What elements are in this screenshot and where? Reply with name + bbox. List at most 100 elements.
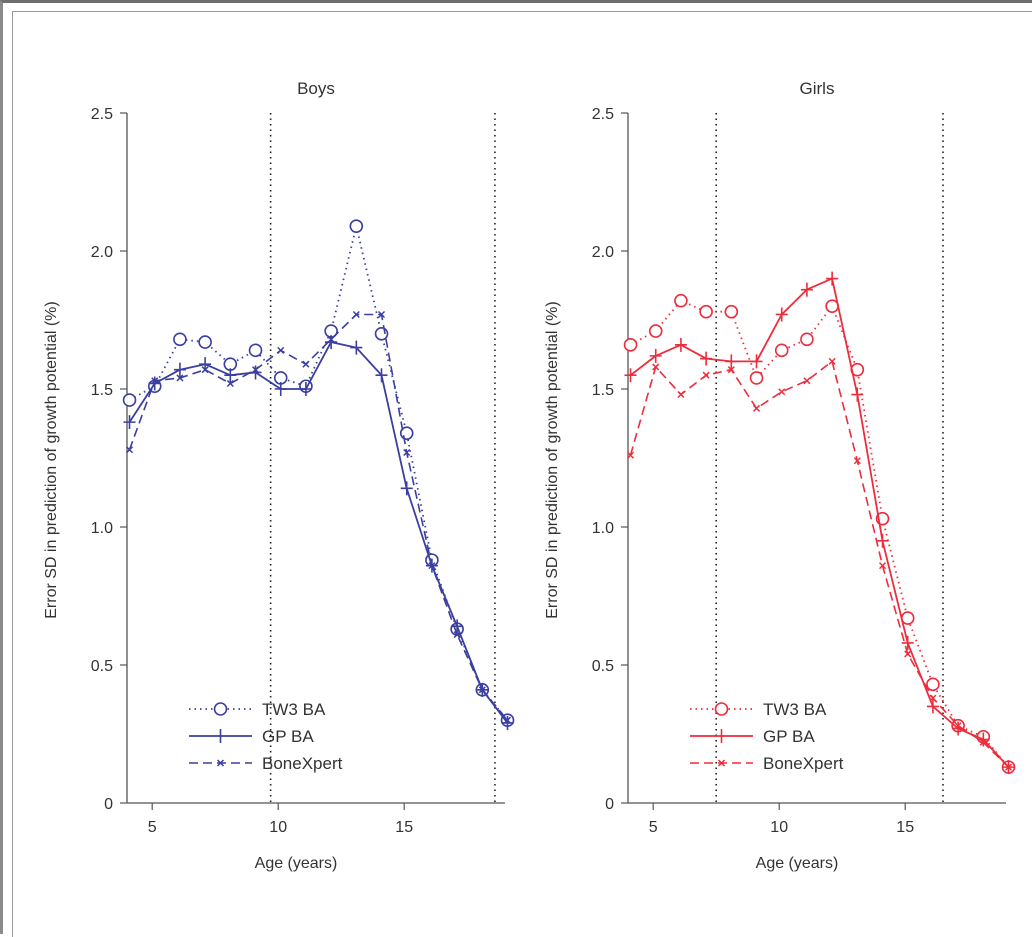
chart-panel-girls: Girls 0 0.5 1.0 1.5 2.0 2.5 5 10 15 Age (years) Err… bbox=[544, 79, 1016, 872]
data-point-x bbox=[727, 366, 735, 374]
data-point-x bbox=[403, 448, 411, 457]
series-line-gp-ba bbox=[128, 341, 509, 724]
data-point-plus bbox=[649, 348, 662, 363]
data-point-x bbox=[377, 310, 386, 319]
data-point-plus bbox=[750, 354, 763, 369]
data-point-circle bbox=[173, 332, 187, 347]
series-line-tw3-ba bbox=[630, 299, 1010, 768]
data-point-x bbox=[652, 363, 660, 371]
data-point-x bbox=[853, 457, 861, 465]
data-point-circle bbox=[349, 219, 364, 233]
legend-marker-circle bbox=[213, 702, 228, 716]
legend-marker-x bbox=[216, 759, 225, 767]
data-point-x bbox=[1004, 763, 1013, 771]
chart-title: Girls bbox=[800, 79, 835, 98]
y-tick-label: 2.0 bbox=[91, 244, 113, 261]
data-point-circle bbox=[623, 338, 638, 352]
legend-label: TW3 BA bbox=[262, 700, 326, 719]
legend-marker-circle bbox=[714, 702, 729, 716]
data-point-circle bbox=[926, 677, 940, 692]
data-point-plus bbox=[674, 337, 687, 352]
data-point-plus bbox=[274, 382, 287, 396]
y-tick-label: 0.5 bbox=[91, 658, 113, 675]
data-point-circle bbox=[648, 324, 663, 338]
data-point-circle bbox=[749, 371, 764, 385]
data-point-plus bbox=[876, 533, 889, 548]
data-point-circle bbox=[674, 293, 688, 308]
data-point-x bbox=[277, 346, 285, 354]
data-point-plus bbox=[775, 307, 788, 322]
data-point-x bbox=[201, 366, 209, 374]
data-point-plus bbox=[624, 368, 637, 383]
chart-panel-boys: Boys 0 0.5 1.0 1.5 2.0 2.5 5 10 15 Age (years) Erro… bbox=[43, 79, 515, 872]
series-line-gp-ba bbox=[629, 277, 1010, 768]
data-point-plus bbox=[249, 365, 262, 380]
data-point-circle bbox=[800, 332, 814, 347]
data-point-x bbox=[702, 371, 710, 379]
data-point-x bbox=[352, 310, 360, 319]
data-point-plus bbox=[400, 481, 413, 496]
data-point-x bbox=[453, 631, 461, 639]
chart-title: Boys bbox=[297, 79, 335, 98]
data-point-x bbox=[327, 335, 335, 343]
series-line-bonexpert bbox=[629, 360, 1010, 768]
data-point-x bbox=[778, 388, 786, 396]
y-tick-label: 1.5 bbox=[91, 382, 113, 399]
x-tick-label: 10 bbox=[269, 819, 287, 836]
data-point-x bbox=[979, 738, 987, 746]
data-point-plus bbox=[926, 699, 939, 714]
data-point-x bbox=[803, 377, 811, 385]
data-point-plus bbox=[123, 415, 136, 430]
data-point-plus bbox=[700, 351, 713, 366]
data-point-plus bbox=[800, 282, 813, 297]
data-point-x bbox=[251, 366, 260, 374]
data-point-x bbox=[478, 686, 486, 694]
legend-label: GP BA bbox=[262, 727, 314, 746]
data-point-x bbox=[302, 360, 310, 368]
series-line-tw3-ba bbox=[129, 225, 509, 721]
data-point-plus bbox=[826, 271, 839, 286]
data-point-plus bbox=[148, 376, 161, 391]
y-axis-label: Error SD in prediction of growth potenti… bbox=[43, 301, 60, 618]
data-point-x bbox=[929, 694, 937, 702]
x-tick-label: 15 bbox=[896, 819, 914, 836]
x-tick-label: 10 bbox=[770, 819, 788, 836]
data-point-x bbox=[626, 451, 635, 459]
data-point-plus bbox=[173, 362, 186, 377]
data-point-plus bbox=[325, 335, 338, 350]
y-tick-label: 1.0 bbox=[592, 520, 614, 537]
data-point-plus bbox=[375, 368, 388, 383]
data-point-plus bbox=[977, 732, 990, 747]
y-tick-label: 1.0 bbox=[91, 520, 113, 537]
data-point-x bbox=[176, 374, 184, 382]
data-point-x bbox=[828, 357, 836, 365]
data-point-plus bbox=[725, 354, 738, 369]
y-tick-label: 2.5 bbox=[91, 106, 113, 123]
data-point-x bbox=[752, 404, 761, 412]
data-point-circle bbox=[122, 393, 137, 407]
data-point-x bbox=[125, 446, 134, 454]
data-point-plus bbox=[851, 387, 864, 402]
figure-area bbox=[12, 11, 1032, 937]
data-point-circle bbox=[724, 304, 739, 319]
data-point-x bbox=[954, 722, 962, 730]
y-tick-label: 0 bbox=[104, 796, 113, 813]
y-tick-label: 0.5 bbox=[592, 658, 614, 675]
data-point-circle bbox=[774, 343, 789, 358]
data-point-x bbox=[878, 562, 887, 570]
x-tick-label: 5 bbox=[649, 819, 658, 836]
data-point-x bbox=[151, 377, 159, 385]
y-tick-label: 2.0 bbox=[592, 244, 614, 261]
x-axis-label: Age (years) bbox=[756, 855, 839, 872]
y-tick-label: 1.5 bbox=[592, 382, 614, 399]
data-point-plus bbox=[451, 619, 464, 634]
data-point-x bbox=[226, 379, 234, 388]
data-point-x bbox=[428, 562, 436, 570]
legend-label: TW3 BA bbox=[763, 700, 827, 719]
y-axis-label: Error SD in prediction of growth potenti… bbox=[544, 301, 561, 618]
x-axis-label: Age (years) bbox=[255, 855, 338, 872]
legend-label: GP BA bbox=[763, 727, 815, 746]
data-point-plus bbox=[350, 340, 363, 355]
